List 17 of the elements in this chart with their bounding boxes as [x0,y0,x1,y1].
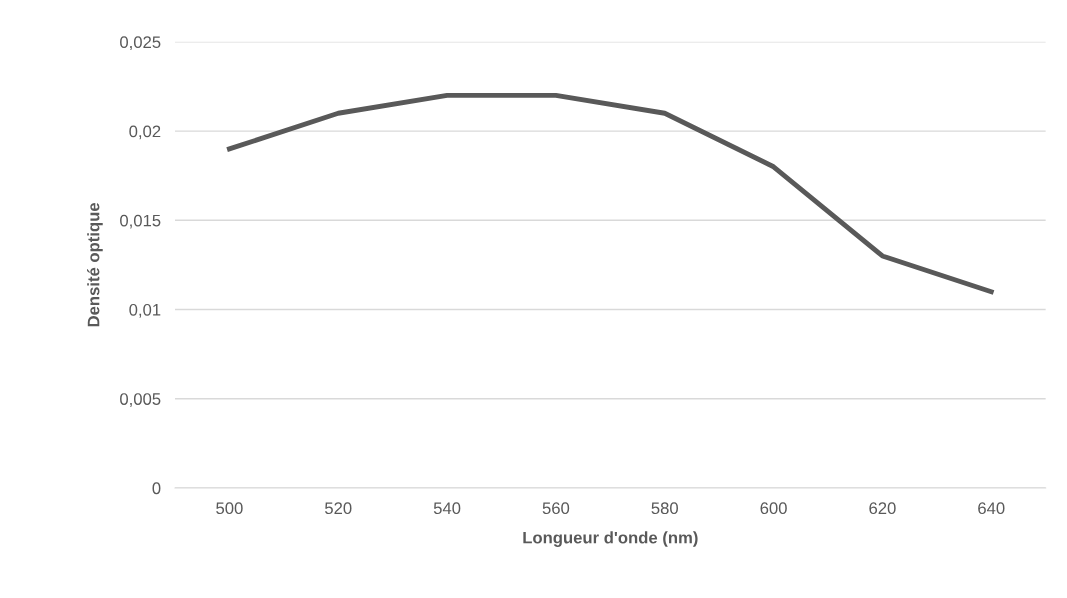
x-axis-title: Longueur d'onde (nm) [523,531,698,547]
y-tick-label: 0,015 [120,214,161,229]
y-tick-label: 0,02 [129,125,161,140]
y-axis-title: Densité optique [87,202,103,327]
y-tick-label: 0,025 [120,36,161,51]
x-tick-label: 560 [542,502,570,515]
y-tick-label: 0,005 [120,393,161,407]
y-tick-label: 0,01 [129,303,161,318]
line-series [226,92,994,295]
x-tick-label: 520 [325,502,352,515]
x-tick-label: 580 [651,502,678,515]
x-tick-label: 500 [216,502,243,515]
x-tick-label: 540 [433,502,461,515]
x-tick-label: 640 [978,502,1005,515]
x-tick-label: 620 [869,502,896,515]
x-tick-label: 600 [760,502,787,515]
y-tick-label: 0 [152,482,161,495]
